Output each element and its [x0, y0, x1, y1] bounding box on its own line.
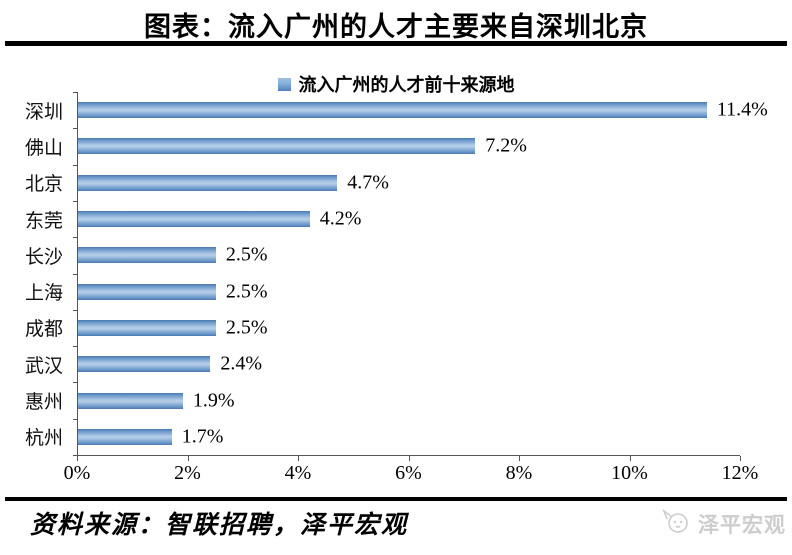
category-label: 武汉 [24, 355, 63, 377]
y-axis-tick [73, 237, 77, 239]
value-label: 7.2% [485, 134, 527, 157]
value-label: 4.2% [319, 207, 362, 230]
y-axis-tick [73, 128, 77, 130]
value-label: 11.4% [716, 98, 768, 121]
bar-track: 2.5% [77, 237, 740, 274]
value-label: 2.5% [225, 243, 268, 266]
category-label: 上海 [24, 283, 63, 305]
chart-legend: 流入广州的人才前十来源地 [0, 71, 792, 97]
x-axis-labels: 0% 2% 4% 6% 8% 10% 12% [64, 462, 759, 488]
y-axis-tick [73, 92, 77, 93]
category-label: 杭州 [24, 428, 63, 450]
y-axis-tick [73, 273, 77, 275]
megaphone-icon [660, 506, 694, 541]
x-axis-tick-label: 0% [63, 462, 91, 484]
x-axis-tick [519, 456, 520, 461]
legend-swatch [277, 77, 291, 91]
y-axis-tick [73, 346, 77, 348]
category-label: 佛山 [24, 137, 63, 159]
category-label: 北京 [24, 174, 63, 196]
x-axis-tick-label: 12% [721, 462, 759, 484]
chart-row: 东莞 4.2% [0, 200, 740, 238]
chart-row: 成都 2.5% [0, 309, 740, 347]
chart-row: 杭州 1.7% [0, 418, 740, 455]
x-axis-tick-label: 10% [611, 462, 648, 484]
bar [78, 102, 707, 119]
x-axis-tick [77, 456, 78, 461]
x-axis-tick-label: 4% [284, 462, 312, 484]
source-note: 资料来源：智联招聘，泽平宏观 [30, 512, 409, 539]
value-label: 2.5% [225, 316, 268, 339]
bar [78, 247, 216, 264]
bar-chart: 深圳 11.4% 佛山 7.2% 北京 4.7% 东莞 4.2% 长沙 2.5% 上海 2.5% 成都 2… [0, 92, 792, 484]
y-axis-tick [73, 309, 77, 311]
value-label: 1.7% [181, 425, 224, 448]
bar [78, 428, 172, 445]
legend-label: 流入广州的人才前十来源地 [298, 75, 515, 95]
bar [78, 392, 183, 409]
x-axis-tick-label: 6% [395, 462, 422, 484]
chart-row: 惠州 1.9% [0, 382, 740, 419]
bottom-rule [5, 497, 787, 501]
y-axis-tick [73, 418, 77, 420]
top-rule [5, 41, 787, 46]
bar [78, 174, 338, 191]
y-axis-tick [73, 164, 77, 166]
category-label: 东莞 [24, 210, 63, 232]
x-axis-tick-label: 2% [174, 462, 201, 484]
category-label: 惠州 [24, 392, 63, 414]
bar-track: 1.9% [77, 382, 740, 419]
logo-text: 泽平宏观 [698, 512, 786, 537]
x-axis-tick [298, 456, 299, 461]
bar-track: 11.4% [77, 92, 768, 129]
bar-track: 7.2% [77, 128, 740, 165]
category-label: 深圳 [24, 101, 63, 123]
bar [78, 319, 216, 336]
bar [78, 138, 476, 155]
chart-row: 上海 2.5% [0, 273, 740, 310]
chart-row: 深圳 11.4% [0, 92, 768, 129]
bar-track: 2.5% [77, 309, 740, 347]
bar-track: 2.4% [77, 346, 740, 383]
bar-track: 1.7% [77, 418, 740, 455]
y-axis-tick [73, 200, 77, 202]
bar [78, 356, 211, 373]
chart-row: 武汉 2.4% [0, 346, 740, 383]
y-axis-tick [73, 455, 77, 456]
chart-row: 北京 4.7% [0, 164, 740, 201]
value-label: 1.9% [192, 389, 235, 412]
bar-track: 4.7% [77, 164, 740, 201]
bar-track: 2.5% [77, 273, 740, 310]
bar-track: 4.2% [77, 200, 740, 238]
x-axis-tick [740, 456, 741, 461]
x-axis [77, 455, 741, 461]
page-title: 图表：流入广州的人才主要来自深圳北京 [144, 12, 648, 42]
x-axis-tick [187, 456, 189, 461]
x-axis-tick-label: 8% [505, 462, 533, 484]
bar [78, 211, 310, 228]
chart-row: 长沙 2.5% [0, 237, 740, 274]
brand-logo: 泽平宏观 [660, 506, 786, 541]
value-label: 2.5% [225, 280, 268, 303]
value-label: 4.7% [347, 171, 389, 194]
chart-plot-area: 深圳 11.4% 佛山 7.2% 北京 4.7% 东莞 4.2% 长沙 2.5% 上海 2.5% 成都 2… [0, 92, 768, 456]
category-label: 成都 [24, 319, 63, 341]
x-axis-tick [408, 456, 410, 461]
chart-row: 佛山 7.2% [0, 128, 740, 165]
bar [78, 283, 216, 300]
value-label: 2.4% [220, 352, 263, 375]
y-axis-tick [73, 382, 77, 384]
category-label: 长沙 [24, 246, 63, 268]
x-axis-tick [629, 456, 631, 461]
